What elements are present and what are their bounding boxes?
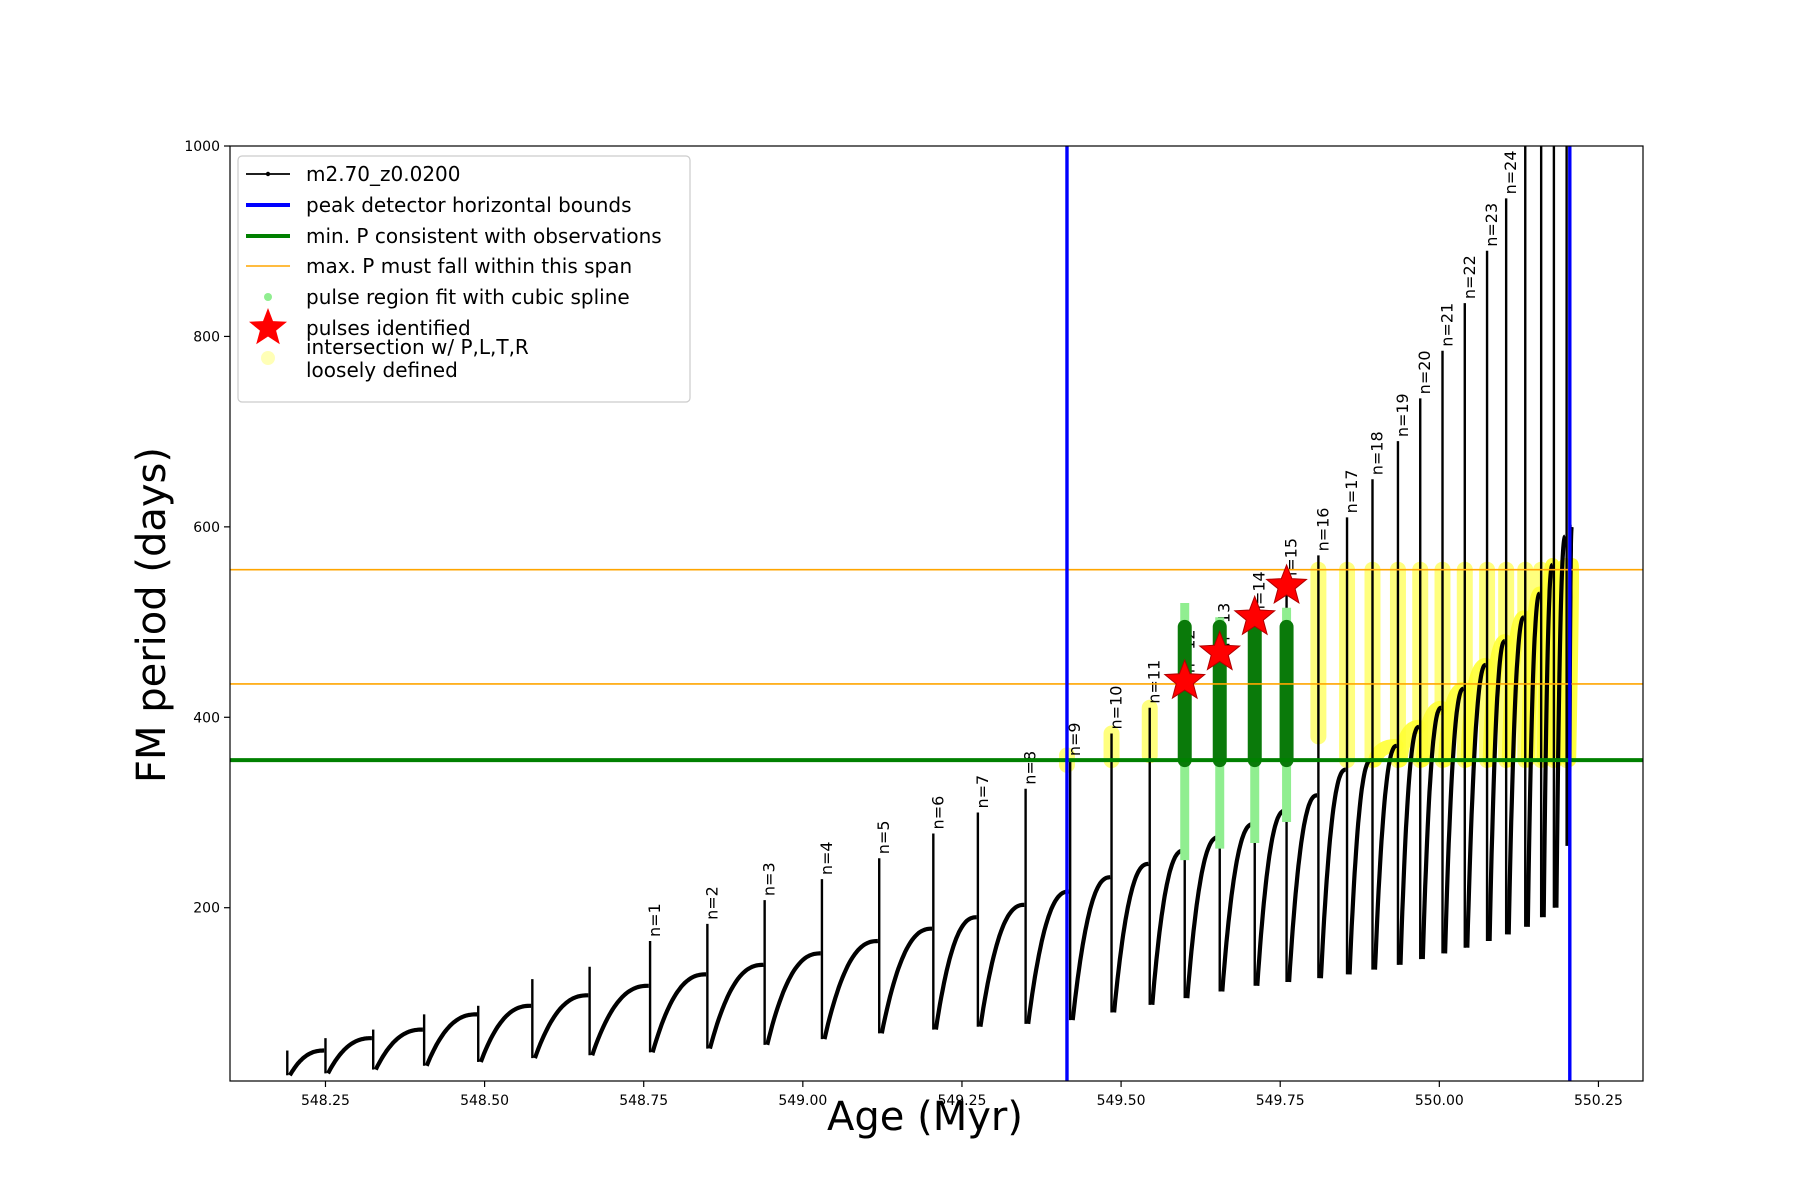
legend-label-line-6-1: pulses identified	[306, 316, 471, 340]
series-cycle-19	[1185, 835, 1220, 999]
series-cycle-20	[1220, 821, 1255, 992]
x-tick-label-9: 550.25	[1574, 1093, 1623, 1109]
axes: 548.25 548.50 548.75 549.00 549.25 549.50 549.…	[184, 139, 1623, 1109]
pulse-label-n=5: n=5	[874, 820, 893, 854]
pulse-label-n=1: n=1	[645, 903, 664, 937]
series-cycle-2	[326, 1036, 373, 1075]
series-cycle-22	[1287, 793, 1319, 983]
legend-swatch-star-6	[249, 308, 287, 345]
legend-box	[237, 155, 691, 403]
legend-label-7: intersection w/ P,L,T,R loosely defined	[306, 335, 529, 382]
x-axis-label: Age (Myr)	[827, 1094, 1023, 1140]
series-cycle-18	[1150, 848, 1185, 1005]
pulse-label-n=18: n=18	[1367, 431, 1386, 475]
x-tick-label-7: 549.75	[1256, 1093, 1305, 1109]
x-tick-label-6: 549.50	[1097, 1093, 1146, 1109]
series-cycle-7	[590, 983, 650, 1056]
legend-label-3: min. P consistent with observations	[306, 224, 662, 248]
series-cycle-6	[532, 993, 589, 1059]
pulse-label-n=8: n=8	[1021, 751, 1040, 785]
y-tick-label-4: 800	[193, 329, 220, 345]
y-tick-label-5: 1000	[184, 139, 220, 155]
pulse-label-n=4: n=4	[817, 841, 836, 875]
pulse-label-n=20: n=20	[1415, 350, 1434, 394]
pulse-label-n=2: n=2	[702, 886, 721, 920]
x-tick-label-1: 548.25	[301, 1093, 350, 1109]
series-cycle-9	[707, 962, 764, 1050]
series-cycle-27	[1420, 705, 1443, 960]
x-tick-label-4: 549.00	[778, 1093, 827, 1109]
legend-label-line-4-1: max. P must fall within this span	[306, 254, 632, 278]
pulse-label-n=6: n=6	[928, 796, 947, 830]
series-cycle-17	[1112, 861, 1150, 1013]
series-cycle-30	[1487, 639, 1507, 942]
x-tick-label-3: 548.75	[619, 1093, 668, 1109]
legend-label-line-5-1: pulse region fit with cubic spline	[306, 285, 630, 309]
series-cycle-26	[1398, 724, 1421, 965]
series-cycle-24	[1347, 758, 1373, 975]
series-cycle-32	[1525, 591, 1542, 927]
series-cycle-5	[478, 1003, 532, 1063]
pulse-identified-star-3	[1233, 594, 1277, 636]
pulse-label-n=3: n=3	[760, 862, 779, 896]
x-tick-label-8: 550.00	[1415, 1093, 1464, 1109]
pulse-identified-star-1	[1163, 658, 1207, 700]
legend-label-line-7-2: loosely defined	[306, 358, 458, 382]
series-cycle-13	[933, 915, 978, 1030]
series-cycle-8	[650, 972, 707, 1053]
plot-area: n=1n=2n=3n=4n=5n=6n=7n=8n=9n=10n=11n=12n…	[230, 146, 1643, 1081]
series-cycle-23	[1318, 767, 1348, 979]
legend-label-2: peak detector horizontal bounds	[306, 193, 632, 217]
pulse-label-n=7: n=7	[973, 775, 992, 809]
pulse-label-n=23: n=23	[1482, 203, 1501, 247]
legend-swatch-dot-7	[261, 351, 275, 365]
y-tick-label-3: 600	[193, 520, 220, 536]
legend-label-1: m2.70_z0.0200	[306, 162, 461, 186]
series-cycle-29	[1465, 662, 1488, 948]
pulse-label-n=11: n=11	[1145, 660, 1164, 704]
legend-label-5: pulse region fit with cubic spline	[306, 285, 630, 309]
series-cycle-1	[288, 1048, 326, 1077]
pulse-identified-star-2	[1198, 630, 1242, 671]
legend-label-6: pulses identified	[306, 316, 471, 340]
pulse-label-n=17: n=17	[1342, 469, 1361, 513]
plot-frame	[229, 145, 1644, 1082]
pulse-label-n=16: n=16	[1313, 508, 1332, 552]
pulse-label-n=10: n=10	[1107, 686, 1126, 730]
legend-label-line-1-1: m2.70_z0.0200	[306, 162, 461, 186]
legend-swatch-dot-5	[264, 293, 272, 301]
x-tick-label-5: 549.25	[937, 1093, 986, 1109]
series-cycle-16	[1070, 875, 1112, 1021]
series-cycle-25	[1372, 743, 1399, 970]
series-cycle-12	[879, 926, 933, 1034]
y-axis-label: FM period (days)	[129, 447, 175, 783]
series-cycle-11	[822, 938, 879, 1040]
x-tick-label-2: 548.50	[460, 1093, 509, 1109]
series-cycle-34	[1554, 534, 1568, 908]
series-cycle-21	[1255, 808, 1287, 986]
y-tick-label-1: 200	[193, 901, 220, 917]
legend-label-4: max. P must fall within this span	[306, 254, 632, 278]
series-cycle-14	[978, 902, 1026, 1028]
pulse-label-n=21: n=21	[1438, 303, 1457, 347]
pulse-identified-star-4	[1265, 563, 1308, 605]
pulse-label-n=24: n=24	[1501, 150, 1520, 194]
series-cycle-15	[1026, 889, 1070, 1025]
legend-label-line-7-1: intersection w/ P,L,T,R	[306, 335, 529, 359]
series-cycle-3	[373, 1027, 424, 1071]
series-cycle-10	[765, 951, 822, 1046]
pulse-label-n=19: n=19	[1393, 393, 1412, 437]
pulse-label-n=22: n=22	[1460, 255, 1479, 299]
y-tick-label-2: 400	[193, 710, 220, 726]
legend-swatch-marker-1	[265, 171, 271, 177]
pulse-label-n=9: n=9	[1065, 722, 1084, 756]
legend-label-line-2-1: peak detector horizontal bounds	[306, 193, 632, 217]
series-cycle-31	[1506, 615, 1526, 935]
series-cycle-4	[424, 1012, 478, 1067]
series-cycle-28	[1443, 686, 1466, 954]
legend-label-line-3-1: min. P consistent with observations	[306, 224, 662, 248]
